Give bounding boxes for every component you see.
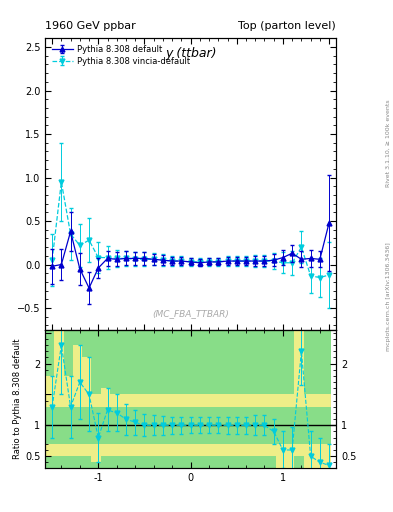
Text: mcplots.cern.ch [arXiv:1306.3436]: mcplots.cern.ch [arXiv:1306.3436] [386,243,391,351]
Y-axis label: Ratio to Pythia 8.308 default: Ratio to Pythia 8.308 default [13,339,22,459]
Legend: Pythia 8.308 default, Pythia 8.308 vincia-default: Pythia 8.308 default, Pythia 8.308 vinci… [50,42,193,68]
Text: Rivet 3.1.10, ≥ 100k events: Rivet 3.1.10, ≥ 100k events [386,99,391,187]
Text: 1960 GeV ppbar: 1960 GeV ppbar [45,21,136,31]
Text: (MC_FBA_TTBAR): (MC_FBA_TTBAR) [152,309,229,318]
Text: y (ttbar): y (ttbar) [165,47,217,60]
Text: Top (parton level): Top (parton level) [238,21,336,31]
